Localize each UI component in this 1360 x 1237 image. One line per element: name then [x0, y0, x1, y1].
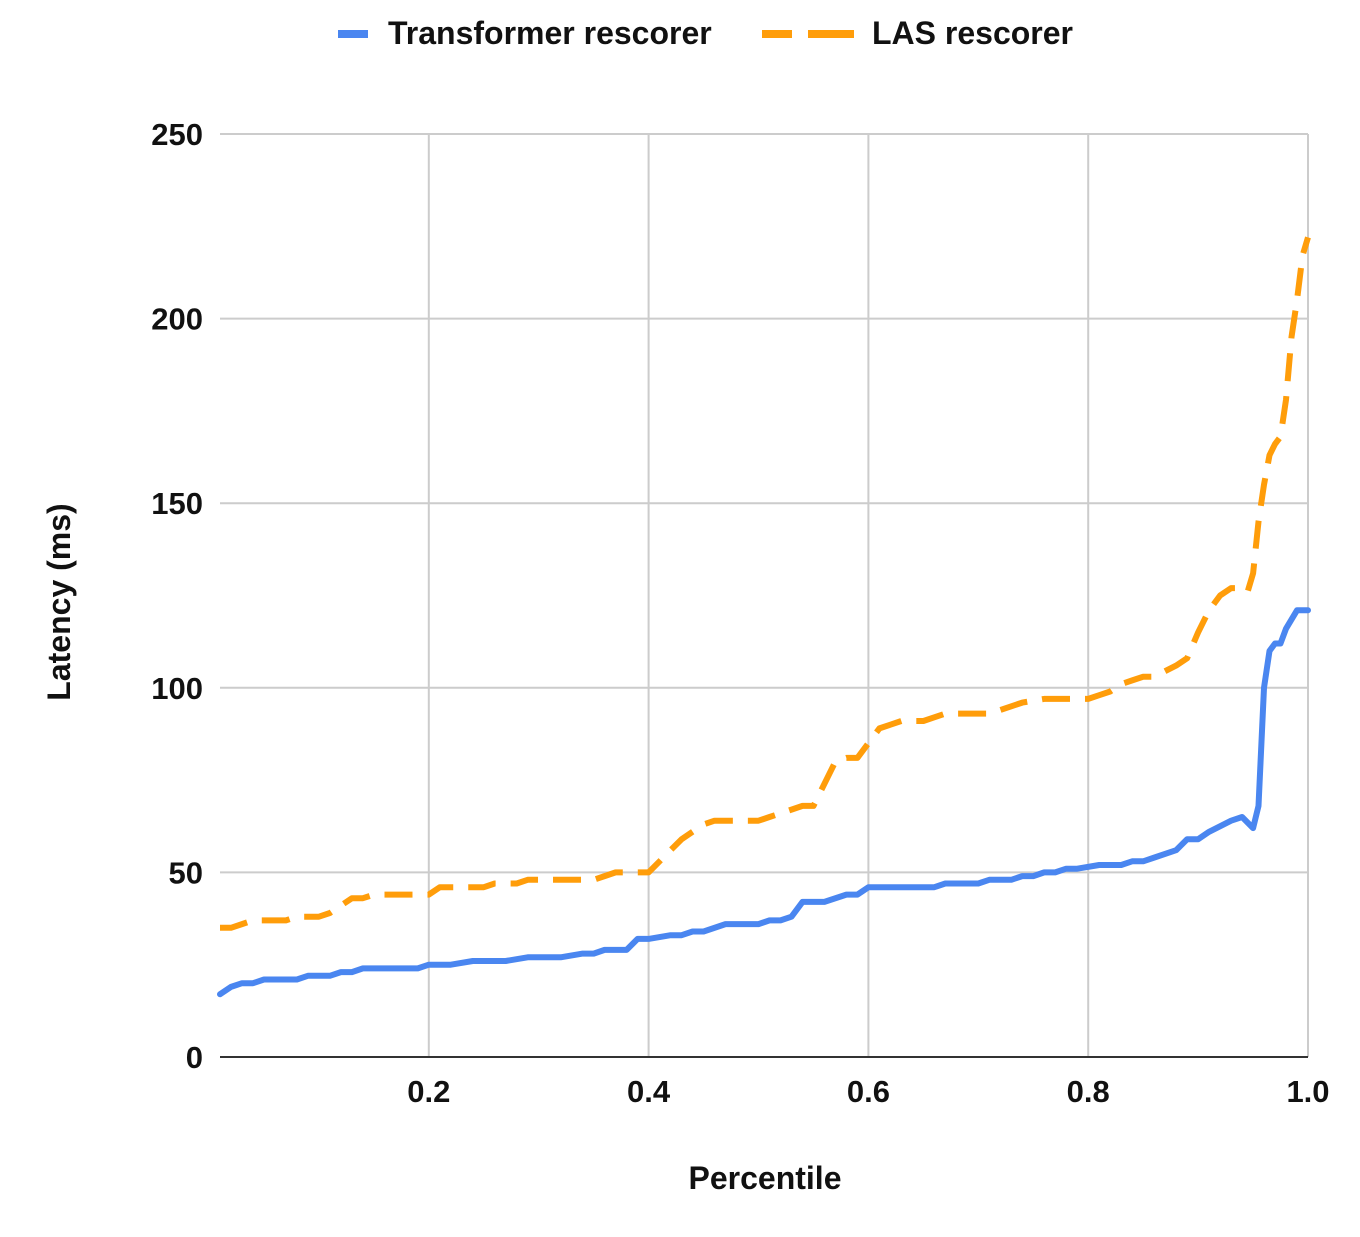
x-axis-title: Percentile: [689, 1160, 842, 1196]
legend: Transformer rescorer LAS rescorer: [338, 15, 1073, 51]
y-tick-label: 50: [169, 855, 203, 890]
y-axis-title: Latency (ms): [41, 503, 77, 700]
x-tick-label: 0.2: [407, 1074, 450, 1109]
y-tick-label: 250: [151, 117, 203, 152]
y-tick-label: 200: [151, 302, 203, 337]
y-tick-label: 100: [151, 671, 203, 706]
x-tick-label: 1.0: [1286, 1074, 1329, 1109]
legend-label: LAS rescorer: [872, 15, 1073, 51]
x-tick-label: 0.8: [1067, 1074, 1110, 1109]
series-lines: [217, 236, 1311, 998]
x-tick-label: 0.6: [847, 1074, 890, 1109]
series-line: [220, 236, 1311, 931]
tick-labels: 0 50 100 150 200 250 0.2 0.4 0.6 0.8 1.0: [151, 117, 1329, 1109]
grid-lines: [220, 133, 1309, 1057]
legend-label: Transformer rescorer: [388, 15, 712, 51]
y-tick-label: 150: [151, 486, 203, 521]
y-tick-label: 0: [186, 1040, 203, 1075]
series-line: [217, 607, 1311, 998]
x-tick-label: 0.4: [627, 1074, 671, 1109]
